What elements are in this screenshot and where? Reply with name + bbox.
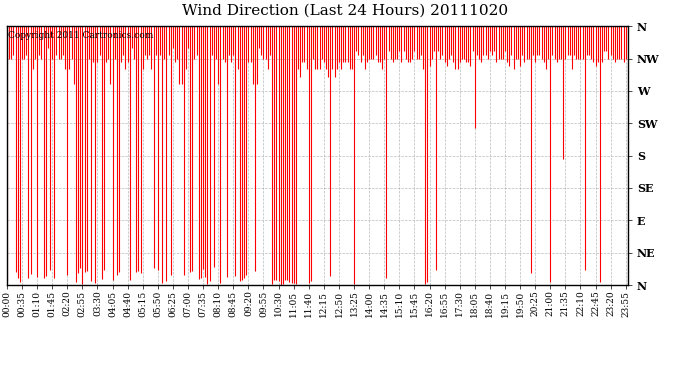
Text: Wind Direction (Last 24 Hours) 20111020: Wind Direction (Last 24 Hours) 20111020	[182, 4, 508, 18]
Text: Copyright 2011 Cartronics.com: Copyright 2011 Cartronics.com	[8, 32, 153, 40]
